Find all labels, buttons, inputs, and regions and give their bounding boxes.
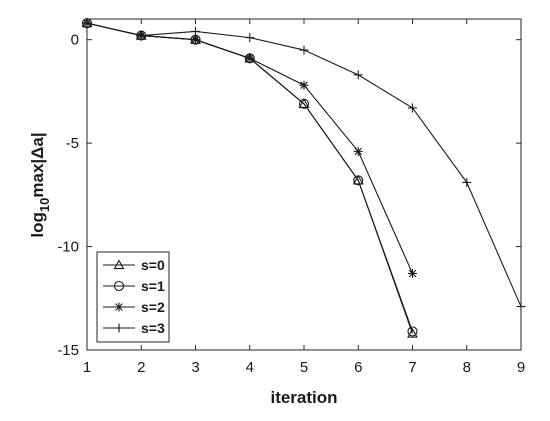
x-tick-label: 6 <box>354 359 362 376</box>
x-tick-label: 7 <box>408 359 416 376</box>
legend-marker-s=0 <box>113 259 125 270</box>
legend-marker-s=2 <box>114 302 124 312</box>
x-tick-label: 9 <box>517 359 525 376</box>
legend-label: s=0 <box>141 257 165 273</box>
legend-label: s=1 <box>141 278 165 294</box>
legend-label: s=2 <box>141 299 165 315</box>
legend: s=0 s=1 s=2 s=3 <box>96 251 170 343</box>
legend-label: s=3 <box>141 320 165 336</box>
data-point-s=3-4 <box>245 33 255 43</box>
data-point-s=3-7 <box>408 103 417 113</box>
legend-item-s=2: s=2 <box>103 299 165 315</box>
y-tick-label: -10 <box>57 239 79 256</box>
data-point-s=3-8 <box>462 177 472 187</box>
x-tick-label: 1 <box>83 359 91 376</box>
data-point-s=1-5 <box>298 98 310 109</box>
y-axis-label-base: log <box>28 212 47 238</box>
legend-box <box>96 251 170 343</box>
x-tick-label: 4 <box>246 359 254 376</box>
y-tick-label: -5 <box>66 135 79 152</box>
legend-item-s=0: s=0 <box>103 257 165 273</box>
data-point-s=0-7 <box>407 327 418 338</box>
legend-marker-s=1 <box>113 280 125 292</box>
data-point-s=2-3 <box>191 35 200 45</box>
data-point-s=0-6 <box>352 174 364 185</box>
y-axis-label-subscript: 10 <box>37 198 52 212</box>
y-axis-label: log10max|Δa| <box>28 132 52 237</box>
data-point-s=1-7 <box>407 326 418 337</box>
data-point-s=3-2 <box>136 31 146 41</box>
data-point-s=2-7 <box>408 268 417 278</box>
y-axis-label-rest: max|Δa| <box>28 132 47 197</box>
legend-item-s=1: s=1 <box>103 278 165 294</box>
data-point-s=1-6 <box>353 175 364 186</box>
x-axis-label: iteration <box>270 388 337 407</box>
data-point-s=2-5 <box>299 80 309 90</box>
x-tick-label: 3 <box>191 359 199 376</box>
data-point-s=3-6 <box>353 70 363 80</box>
x-tick-label: 8 <box>463 359 471 376</box>
x-tick-label: 2 <box>137 359 145 376</box>
y-tick-label: -15 <box>57 342 79 359</box>
legend-marker-s=3 <box>114 323 124 333</box>
data-point-s=2-6 <box>353 146 363 156</box>
y-tick-label: 0 <box>71 32 79 49</box>
series-s=2 <box>82 18 417 278</box>
axis-ticks: 1 2 3 4 5 6 7 8 9 0 -5 -10 -15 <box>57 19 525 376</box>
data-point-s=3-3 <box>191 26 200 36</box>
x-tick-label: 5 <box>300 359 308 376</box>
data-point-s=0-5 <box>298 98 310 108</box>
data-point-s=3-5 <box>299 45 309 55</box>
legend-item-s=3: s=3 <box>103 320 165 336</box>
data-point-s=2-4 <box>245 53 255 63</box>
